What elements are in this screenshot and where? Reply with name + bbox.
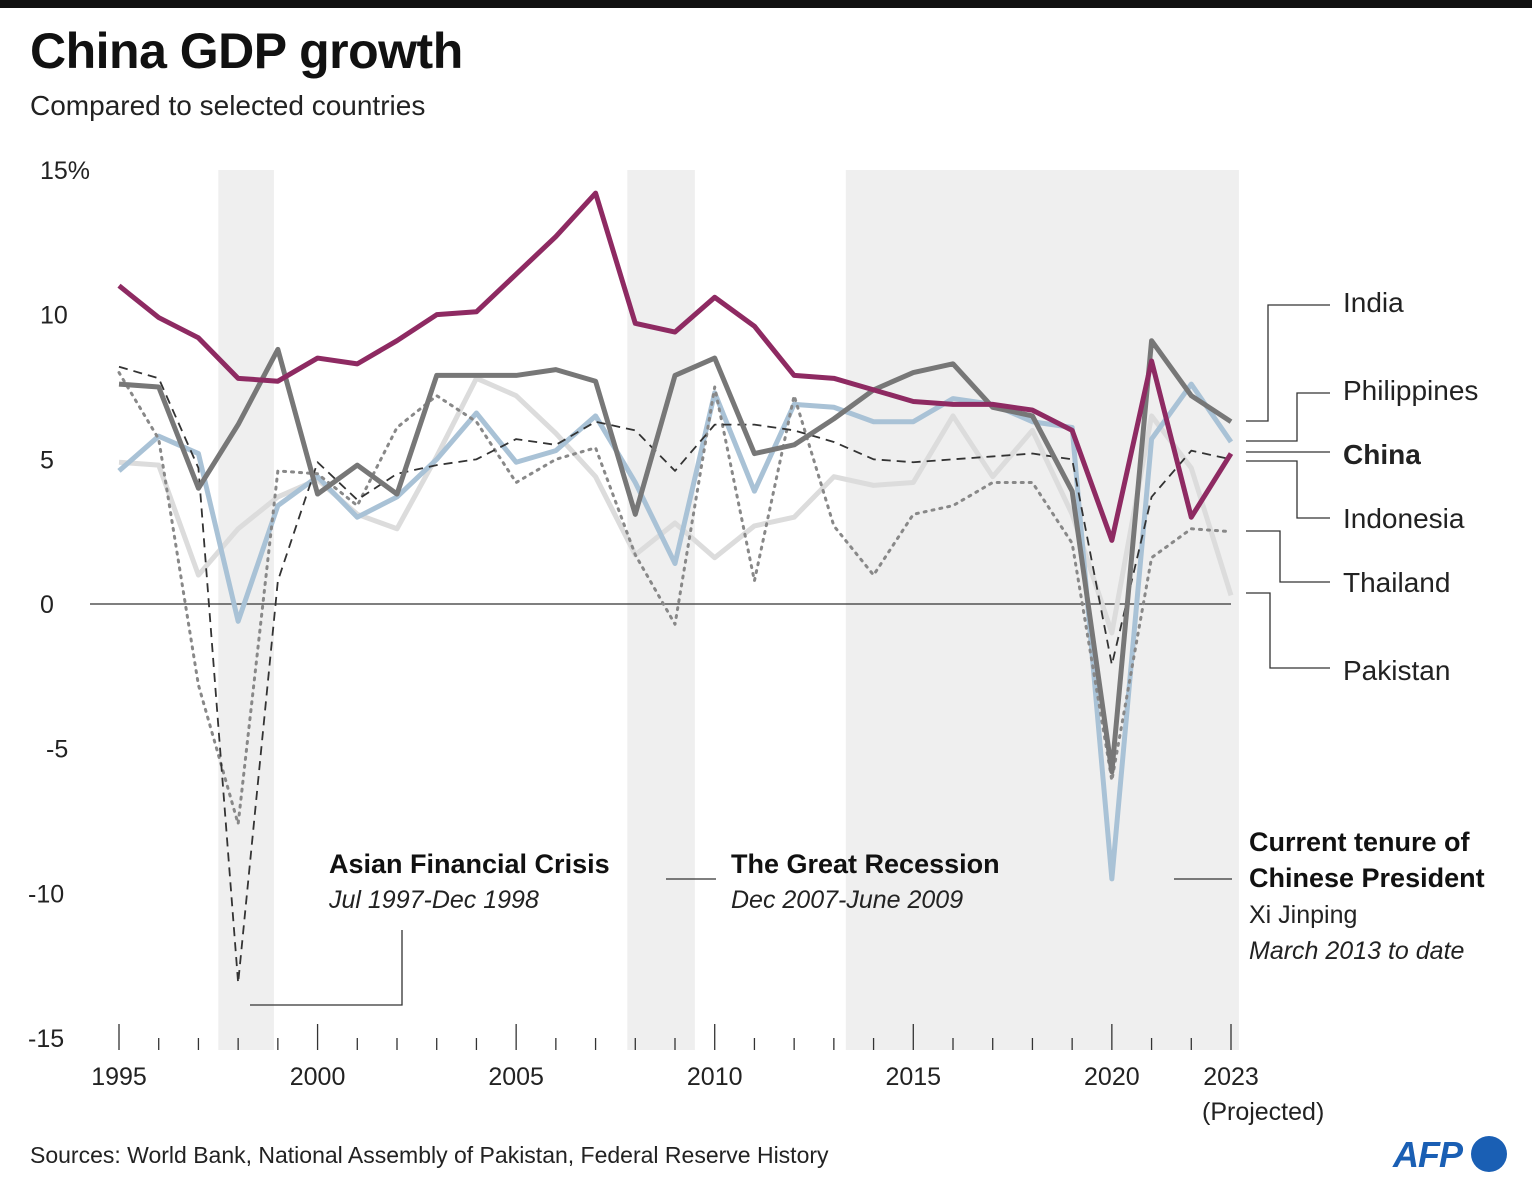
shaded-period-the-great-recession — [627, 170, 695, 1050]
xi-tenure-title-2: Chinese President — [1249, 863, 1485, 893]
asian-crisis-leader — [250, 930, 403, 1006]
y-tick-label: 5 — [40, 446, 54, 474]
series-line-china — [117, 190, 1234, 543]
legend-connector-india — [1246, 304, 1330, 422]
y-tick-label: -10 — [28, 880, 64, 908]
legend-label-indonesia: Indonesia — [1343, 503, 1465, 534]
y-tick-label: -5 — [46, 736, 68, 764]
top-rule — [0, 0, 1532, 8]
legend-connector-pakistan — [1246, 592, 1330, 669]
legend-connector-thailand — [1246, 530, 1330, 583]
chart-subtitle: Compared to selected countries — [30, 90, 426, 121]
afp-dot-icon — [1471, 1136, 1507, 1172]
xi-tenure-annotation: Current tenure of Chinese President Xi J… — [1174, 827, 1485, 965]
afp-logo: AFP — [1393, 1134, 1508, 1178]
afp-wordmark: AFP — [1393, 1134, 1463, 1175]
asian-crisis-title: Asian Financial Crisis — [329, 849, 610, 879]
series-line-india — [118, 338, 1233, 775]
y-tick-label: 10 — [40, 302, 68, 330]
x-tick-label: 2010 — [687, 1063, 743, 1091]
x-tick-label: 2005 — [488, 1063, 544, 1091]
shaded-period-current-tenure-of-chinese-president — [845, 170, 1239, 1050]
x-tick-label: 2000 — [290, 1063, 346, 1091]
legend-label-thailand: Thailand — [1343, 567, 1450, 598]
series-line-philippines — [117, 381, 1234, 882]
great-recession-dates: Dec 2007-June 2009 — [731, 886, 963, 914]
shaded-periods — [218, 170, 1239, 1050]
x-tick-label: 2020 — [1084, 1063, 1140, 1091]
series-line-thailand — [117, 371, 1233, 826]
x-tick-label: 2015 — [885, 1063, 941, 1091]
y-tick-label: 0 — [40, 591, 54, 619]
x-axis-ticks: 1995 2000 2005 2010 2015 2020 2023 (Projected) — [91, 1024, 1324, 1126]
y-tick-label: -15 — [28, 1025, 64, 1053]
chart-title: China GDP growth — [30, 23, 463, 79]
sources-note: Sources: World Bank, National Assembly o… — [30, 1142, 829, 1168]
y-axis-ticks: 15% 10 5 0 -5 -10 -15 — [28, 157, 90, 1053]
legend-label-india: India — [1343, 287, 1404, 318]
shaded-period-asian-financial-crisis — [218, 170, 274, 1050]
legend-label-philippines: Philippines — [1343, 375, 1478, 406]
x-projected-note: (Projected) — [1202, 1098, 1324, 1126]
asian-crisis-dates: Jul 1997-Dec 1998 — [328, 886, 539, 914]
x-tick-label: 2023 — [1203, 1063, 1259, 1091]
legend-label-china: China — [1343, 439, 1421, 470]
legend: India Philippines China Indonesia Thailand Pa… — [1246, 287, 1478, 686]
great-recession-annotation: The Great Recession Dec 2007-June 2009 — [666, 849, 1000, 914]
great-recession-title: The Great Recession — [731, 849, 1000, 879]
legend-connector-philippines — [1246, 392, 1330, 442]
xi-tenure-name: Xi Jinping — [1249, 901, 1357, 929]
xi-tenure-dates: March 2013 to date — [1249, 937, 1464, 965]
xi-tenure-title-1: Current tenure of — [1249, 827, 1471, 857]
x-tick-label: 1995 — [91, 1063, 147, 1091]
legend-connector-indonesia — [1246, 460, 1330, 519]
series-lines — [117, 190, 1234, 984]
asian-crisis-annotation: Asian Financial Crisis Jul 1997-Dec 1998 — [250, 849, 610, 1006]
legend-label-pakistan: Pakistan — [1343, 655, 1450, 686]
y-tick-label: 15% — [40, 157, 90, 185]
series-line-indonesia — [118, 365, 1232, 984]
